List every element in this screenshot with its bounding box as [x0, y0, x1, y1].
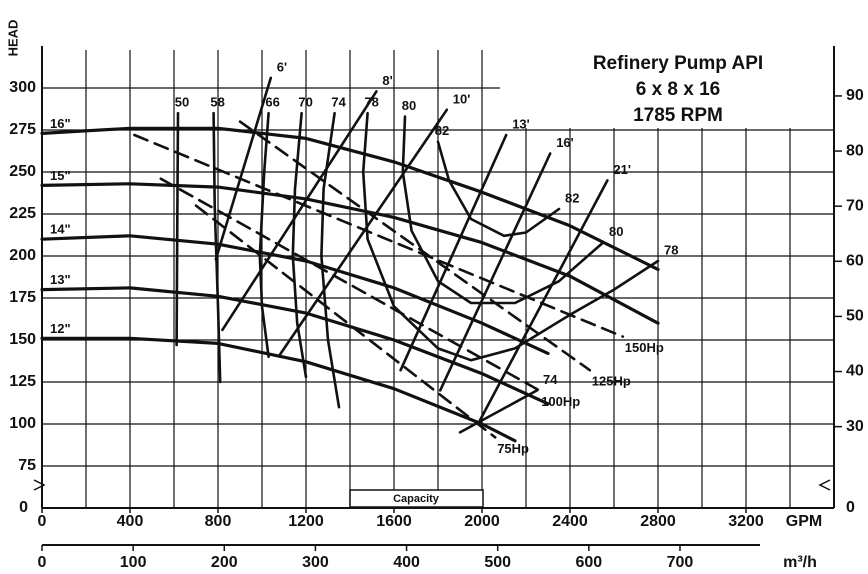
y-tick-label: 150: [9, 331, 36, 348]
y-tick-label: 225: [9, 205, 36, 222]
curve-power: [238, 120, 592, 372]
curve-npsh: [214, 76, 273, 261]
x-tick-label: 400: [117, 513, 144, 530]
series-label: 13': [512, 116, 530, 131]
y-tick-label: 275: [9, 121, 36, 138]
series-label: 74: [331, 95, 346, 110]
curve-efficiency: [320, 111, 341, 409]
y-tick-label: 75: [18, 457, 36, 474]
series-label: 82: [435, 123, 449, 138]
y-tick-label: 100: [9, 415, 36, 432]
y-tick-label: 125: [9, 373, 36, 390]
chart-subtitle: 6 x 8 x 16: [636, 79, 721, 100]
y-tick-label: 175: [9, 289, 36, 306]
y2-tick-label: 30: [846, 418, 864, 435]
x-tick-label: 2000: [464, 513, 500, 530]
curve-efficiency: [175, 111, 180, 347]
series-label: 50: [175, 95, 189, 110]
curve-npsh: [278, 108, 449, 357]
series-label: 21': [613, 162, 631, 177]
x2-unit-label: m³/h: [783, 554, 817, 571]
curve-efficiency: [458, 389, 539, 434]
y-tick-label: 200: [9, 247, 36, 264]
y2-tick-label: 50: [846, 308, 864, 325]
series-label: 10': [453, 91, 471, 106]
capacity-label: Capacity: [393, 493, 440, 505]
curve-power: [133, 133, 625, 338]
series-label: 75Hp: [497, 441, 529, 456]
x-tick-label: 0: [38, 513, 47, 530]
y2-tick-label: 70: [846, 197, 864, 214]
title-box: [500, 46, 834, 128]
series-label: 80: [402, 98, 416, 113]
x-tick-label: 1200: [288, 513, 324, 530]
curve-npsh: [478, 179, 609, 422]
curve-power: [194, 204, 497, 439]
series-label: 16': [556, 135, 574, 150]
series-label: 80: [609, 224, 623, 239]
y-tick-label: 300: [9, 79, 36, 96]
series-label: 70: [298, 95, 312, 110]
series-label: 8': [382, 73, 392, 88]
series-label: 14": [50, 222, 71, 237]
y2-tick-label: 40: [846, 363, 864, 380]
series-label: 16": [50, 116, 71, 131]
curve-impeller: [40, 336, 517, 443]
curve-impeller: [40, 126, 660, 271]
curve-impeller: [40, 286, 550, 406]
chart-subtitle: 1785 RPM: [633, 105, 723, 126]
x-unit-label: GPM: [786, 513, 822, 530]
series-label: 15": [50, 168, 71, 183]
y2-tick-label: 80: [846, 142, 864, 159]
y-tick-label: 250: [9, 163, 36, 180]
x-tick-label: 800: [205, 513, 232, 530]
x2-tick-label: 100: [120, 554, 147, 571]
x2-tick-label: 700: [667, 554, 694, 571]
axis-break: [818, 479, 831, 491]
curve-impeller: [40, 182, 660, 325]
curve-npsh: [221, 90, 378, 332]
curve-efficiency: [361, 111, 660, 362]
curve-efficiency: [258, 111, 270, 359]
series-label: 13": [50, 272, 71, 287]
x-tick-label: 3200: [728, 513, 764, 530]
y2-zero-label: 0: [846, 499, 855, 516]
x2-tick-label: 600: [575, 554, 602, 571]
series-label: 78: [664, 242, 678, 257]
y2-tick-label: 60: [846, 253, 864, 270]
curve-power: [159, 177, 541, 392]
series-label: 12": [50, 321, 71, 336]
series-label: 58: [210, 95, 224, 110]
x2-tick-label: 200: [211, 554, 238, 571]
x2-tick-label: 300: [302, 554, 329, 571]
y-axis-label: HEAD: [5, 20, 20, 57]
series-label: 66: [265, 95, 279, 110]
series-label: 74: [543, 372, 558, 387]
curve-npsh: [399, 133, 508, 372]
series-label: 150Hp: [625, 340, 664, 355]
x-tick-label: 1600: [376, 513, 412, 530]
y2-tick-label: 90: [846, 87, 864, 104]
x2-tick-label: 500: [484, 554, 511, 571]
series-label: 100Hp: [541, 394, 580, 409]
x2-tick-label: 0: [38, 554, 47, 571]
axis-break: [33, 479, 46, 491]
curve-efficiency: [291, 111, 308, 379]
x2-tick-label: 400: [393, 554, 420, 571]
series-label: 125Hp: [592, 374, 631, 389]
series-label: 6': [277, 59, 287, 74]
x-tick-label: 2400: [552, 513, 588, 530]
x-tick-label: 2800: [640, 513, 676, 530]
curve-npsh: [438, 152, 552, 392]
y-zero-label: 0: [19, 499, 28, 516]
curve-efficiency: [436, 140, 561, 238]
chart-title: Refinery Pump API: [593, 53, 763, 74]
series-label: 82: [565, 190, 579, 205]
